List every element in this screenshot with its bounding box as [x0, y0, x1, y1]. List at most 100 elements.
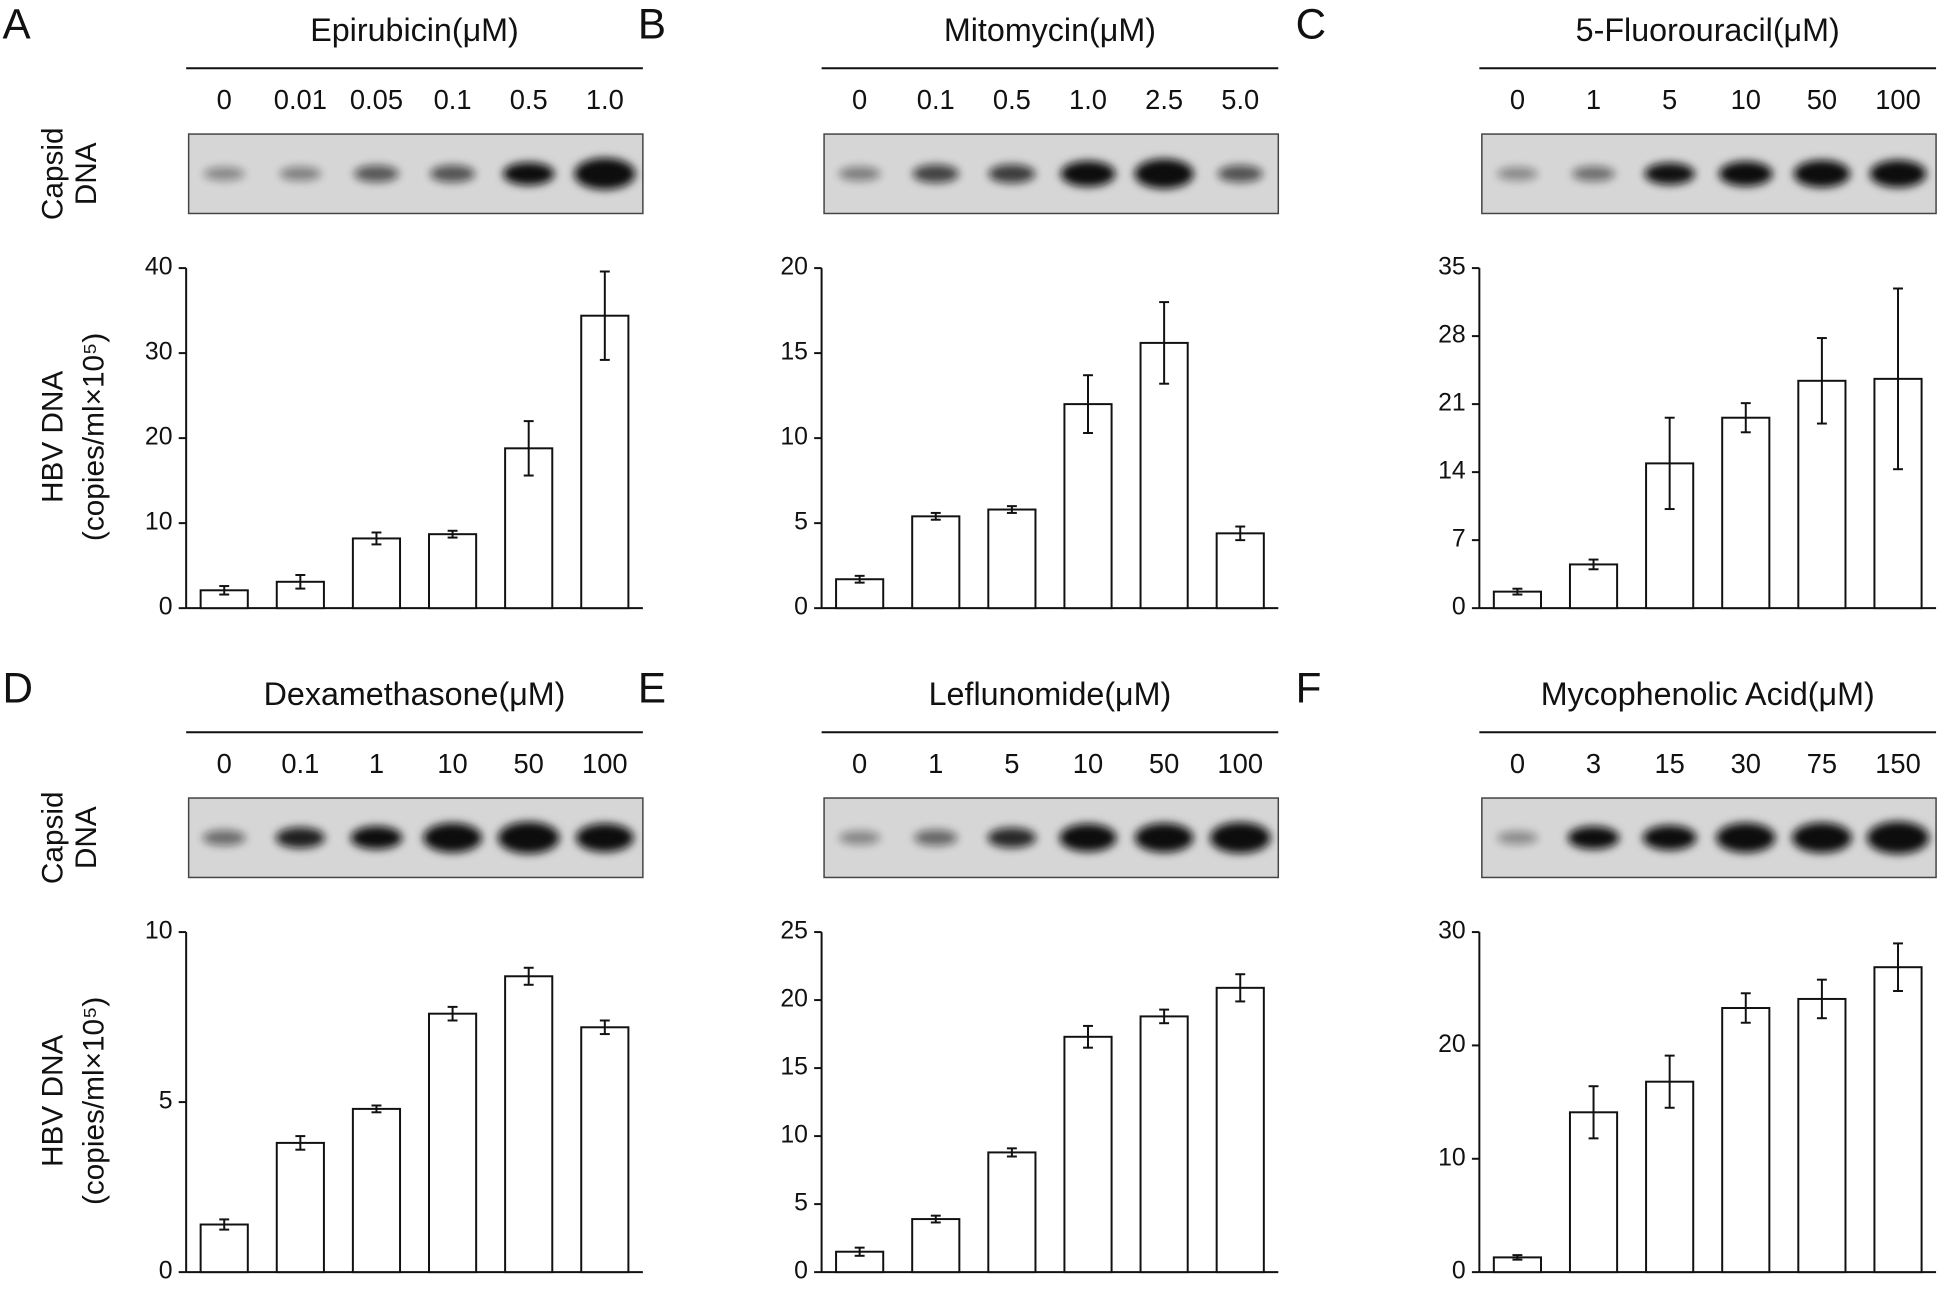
y-tick-label: 0 — [159, 594, 173, 621]
gel-band — [1793, 160, 1851, 188]
gel-band — [503, 162, 555, 186]
gel-band — [912, 164, 959, 183]
dose-label: 3 — [1586, 748, 1601, 779]
dose-label: 0 — [217, 748, 232, 779]
y-tick-label: 30 — [145, 339, 173, 366]
gel-band — [354, 165, 399, 183]
error-bar — [523, 420, 534, 477]
gel-band — [1718, 161, 1773, 187]
y-tick-label: 0 — [159, 1258, 173, 1285]
y-axis-label: (copies/ml×10⁵) — [77, 997, 110, 1205]
dose-label: 50 — [514, 748, 544, 779]
gel-band — [1716, 822, 1776, 853]
dose-label: 100 — [1217, 748, 1263, 779]
y-tick-label: 20 — [145, 424, 173, 451]
y-axis-label: HBV DNA — [36, 371, 69, 503]
dose-label: 0.01 — [274, 84, 327, 115]
error-bar — [1740, 402, 1751, 434]
y-tick-label: 25 — [780, 918, 808, 945]
gel-band — [1572, 166, 1615, 182]
error-bar — [1664, 416, 1675, 511]
error-bar — [1588, 558, 1599, 571]
gel-band — [576, 823, 634, 852]
dose-label: 1 — [1586, 84, 1601, 115]
gel-band — [279, 166, 322, 181]
error-bar — [219, 1218, 230, 1231]
error-bar — [1083, 1024, 1093, 1049]
gel-band — [1642, 825, 1697, 851]
panel-letter: B — [638, 0, 666, 47]
y-tick-label: 0 — [1452, 1258, 1466, 1285]
error-bar — [523, 966, 534, 986]
bar — [1797, 997, 1847, 1274]
gel-band — [988, 164, 1036, 184]
y-tick-label: 21 — [1438, 390, 1466, 417]
gel-band — [913, 829, 958, 846]
dose-label: 1.0 — [586, 84, 624, 115]
dose-label: 0.1 — [281, 748, 319, 779]
bar — [1645, 1080, 1695, 1274]
panel-letter: E — [638, 664, 666, 711]
dose-label: 0.05 — [350, 84, 403, 115]
error-bar — [371, 1104, 382, 1114]
panel-title: Dexamethasone(μM) — [264, 676, 566, 712]
error-bar — [1083, 374, 1093, 435]
gel-band — [1869, 160, 1927, 188]
gel-label: Capsid — [36, 127, 69, 220]
dose-label: 0.5 — [993, 84, 1031, 115]
error-bar — [295, 573, 306, 590]
error-bar — [1159, 1008, 1170, 1025]
dose-label: 10 — [1073, 748, 1103, 779]
panel-title: Mitomycin(μM) — [944, 12, 1156, 48]
dose-label: 5.0 — [1221, 84, 1259, 115]
bar — [1139, 1015, 1189, 1274]
y-tick-label: 40 — [145, 254, 173, 281]
gel-band — [839, 830, 881, 845]
y-tick-label: 10 — [145, 509, 173, 536]
error-bar — [219, 585, 230, 596]
dose-label: 1 — [928, 748, 943, 779]
y-tick-label: 10 — [145, 918, 173, 945]
gel-band — [1134, 158, 1194, 189]
bar — [1063, 403, 1113, 610]
gel-label: DNA — [70, 142, 103, 205]
dose-label: 100 — [1875, 84, 1921, 115]
panel: C 5-Fluorouracil(μM) 0 7 14 21 28 35 0 1 5 10 50 100 — [1296, 0, 1937, 621]
gel — [187, 133, 644, 215]
panel: F Mycophenolic Acid(μM) 0 10 20 30 0 3 15 30 75 150 — [1296, 664, 1937, 1285]
error-bar — [1664, 1054, 1675, 1109]
y-tick-label: 14 — [1438, 458, 1466, 485]
bar — [580, 314, 630, 610]
bar — [580, 1026, 630, 1274]
panel: A Epirubicin(μM) Capsid DNA HBV DNA (copies/m… — [2, 0, 644, 621]
gel — [823, 133, 1280, 215]
gel-label: DNA — [70, 806, 103, 869]
panel-title: Epirubicin(μM) — [310, 12, 519, 48]
y-tick-label: 0 — [794, 1258, 808, 1285]
dose-label: 1 — [369, 748, 384, 779]
gel-band — [202, 829, 246, 846]
dose-label: 150 — [1875, 748, 1921, 779]
dose-label: 0 — [1510, 84, 1525, 115]
error-bar — [295, 1135, 306, 1151]
error-bar — [1235, 525, 1246, 542]
bar — [351, 537, 402, 610]
dose-label: 15 — [1654, 748, 1684, 779]
bar — [428, 533, 478, 610]
dose-label: 10 — [1731, 84, 1761, 115]
panel: B Mitomycin(μM) 0 5 10 15 20 0 0.1 0.5 1.0 2.5 5.0 — [638, 0, 1280, 621]
bar — [1215, 986, 1265, 1274]
gel-band — [1867, 821, 1929, 854]
gel-band — [1496, 167, 1538, 181]
y-tick-label: 20 — [780, 986, 808, 1013]
error-bar — [1512, 587, 1523, 596]
gel-band — [203, 166, 245, 181]
gel — [823, 797, 1280, 879]
bar — [1063, 1035, 1113, 1274]
dose-label: 0 — [852, 84, 867, 115]
dose-label: 2.5 — [1145, 84, 1183, 115]
panel-letter: A — [2, 0, 31, 47]
error-bar — [1512, 1254, 1523, 1261]
gel-band — [1210, 822, 1271, 854]
